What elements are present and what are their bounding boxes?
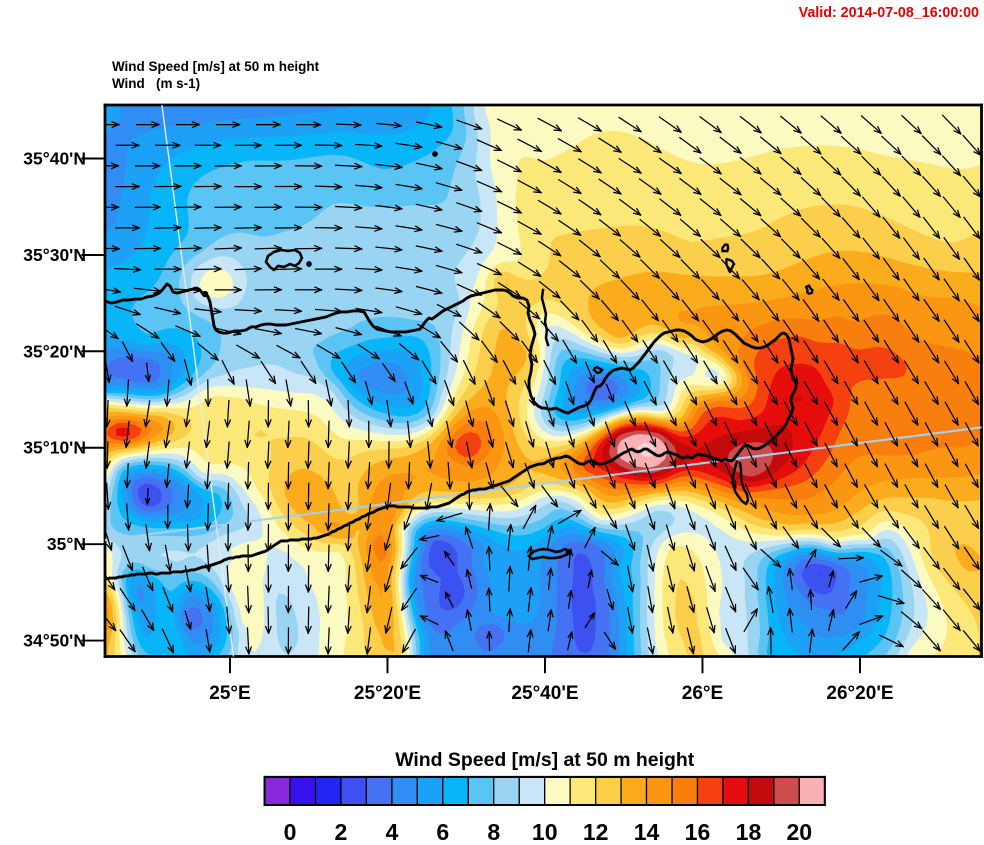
svg-text:4: 4	[386, 819, 399, 845]
svg-text:6: 6	[436, 819, 449, 845]
svg-text:34°50'N: 34°50'N	[23, 631, 86, 651]
svg-text:35°10'N: 35°10'N	[23, 438, 86, 458]
svg-text:18: 18	[736, 819, 762, 845]
svg-text:20: 20	[786, 819, 812, 845]
svg-text:26°E: 26°E	[682, 683, 723, 704]
svg-text:14: 14	[634, 819, 660, 845]
svg-text:16: 16	[685, 819, 711, 845]
svg-text:25°20'E: 25°20'E	[354, 683, 421, 704]
svg-text:10: 10	[532, 819, 558, 845]
svg-text:25°E: 25°E	[209, 683, 250, 704]
svg-text:26°20'E: 26°20'E	[826, 683, 893, 704]
svg-text:Wind Speed [m/s] at 50 m heigh: Wind Speed [m/s] at 50 m height	[395, 749, 695, 771]
svg-text:35°40'N: 35°40'N	[23, 148, 86, 168]
svg-text:Wind (m s-1): Wind (m s-1)	[112, 76, 200, 91]
svg-text:35°N: 35°N	[47, 534, 86, 554]
svg-text:25°40'E: 25°40'E	[511, 683, 578, 704]
svg-text:8: 8	[487, 819, 500, 845]
svg-text:35°20'N: 35°20'N	[23, 341, 86, 361]
svg-text:Valid: 2014-07-08_16:00:00: Valid: 2014-07-08_16:00:00	[799, 5, 979, 21]
svg-text:Wind Speed [m/s] at 50 m heigh: Wind Speed [m/s] at 50 m height	[112, 59, 320, 74]
svg-text:0: 0	[284, 819, 297, 845]
svg-text:35°30'N: 35°30'N	[23, 245, 86, 265]
svg-text:2: 2	[335, 819, 348, 845]
svg-text:12: 12	[583, 819, 609, 845]
